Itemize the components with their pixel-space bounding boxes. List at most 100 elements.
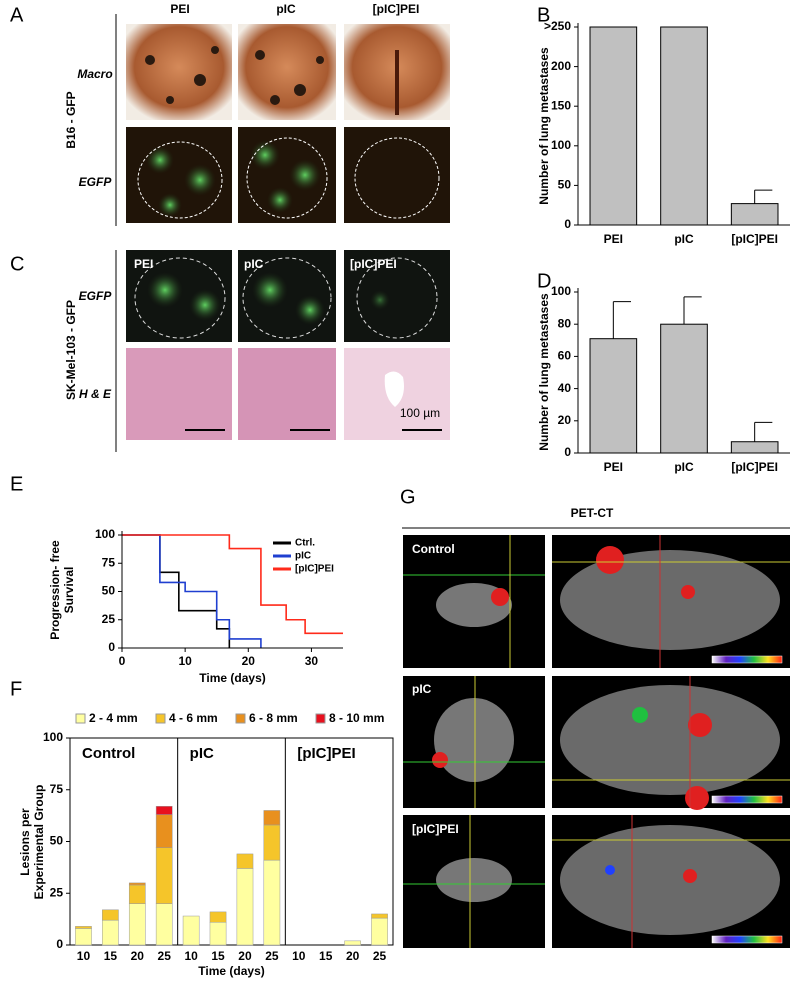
egfp-images <box>126 250 450 342</box>
x-tick-label: 15 <box>211 949 225 963</box>
y-tick-label: >250 <box>544 19 571 33</box>
x-tick-label: 25 <box>158 949 172 963</box>
y-tick-label: 200 <box>551 59 571 73</box>
x-tick-label: 0 <box>119 654 126 668</box>
row-label: EGFP <box>79 289 113 303</box>
scale-bar-label: 100 µm <box>400 406 440 420</box>
bar <box>660 323 708 454</box>
bar-segment <box>102 909 119 921</box>
bar-segment <box>236 853 254 869</box>
bar-segment <box>209 911 227 923</box>
x-tick-label: [pIC]PEI <box>731 232 778 246</box>
macro-images <box>126 24 450 120</box>
axis <box>121 531 343 649</box>
bar-segment <box>128 882 146 886</box>
pet-ct-images <box>403 535 790 948</box>
legend-label: 8 - 10 mm <box>329 711 384 725</box>
y-tick-label: 20 <box>558 413 572 427</box>
y-axis-label: Progression- free Survival <box>48 540 76 640</box>
image-label: pIC <box>412 682 432 696</box>
bar-segment <box>209 921 227 946</box>
x-tick-label: PEI <box>604 460 623 474</box>
panel-letter: G <box>400 486 416 508</box>
column-label: PEI <box>170 2 189 16</box>
panel-letter: A <box>10 4 24 26</box>
y-tick-label: 100 <box>551 138 571 152</box>
x-tick-label: 20 <box>242 654 256 668</box>
x-tick-label: 25 <box>265 949 279 963</box>
y-tick-label: 25 <box>50 885 64 899</box>
bar-segment <box>263 810 281 826</box>
legend-label: 4 - 6 mm <box>169 711 218 725</box>
image-label: Control <box>412 542 455 556</box>
bar-segment <box>182 915 200 946</box>
y-tick-label: 0 <box>564 217 571 231</box>
panel-letter: C <box>10 253 24 275</box>
x-tick-label: [pIC]PEI <box>731 460 778 474</box>
bar-segment <box>155 903 173 946</box>
y-tick-label: 75 <box>50 782 64 796</box>
section-title: PET-CT <box>571 506 614 520</box>
side-label: SK-Mel-103 - GFP <box>64 300 78 400</box>
bar-segment <box>371 917 388 946</box>
legend-label: [pIC]PEI <box>295 564 334 575</box>
image-label: [pIC]PEI <box>412 822 459 836</box>
bar <box>589 338 638 454</box>
panel-letter: E <box>10 473 23 495</box>
bar <box>730 203 779 226</box>
legend-swatch <box>235 713 246 724</box>
bar-segment <box>155 806 173 815</box>
y-tick-label: 100 <box>43 730 63 744</box>
x-tick-label: pIC <box>674 232 694 246</box>
he-images <box>126 348 450 440</box>
y-axis-label: Number of lung metastases <box>537 47 551 205</box>
x-tick-label: 10 <box>178 654 192 668</box>
x-tick-label: 20 <box>238 949 252 963</box>
x-tick-label: 25 <box>373 949 387 963</box>
x-tick-label: 10 <box>292 949 306 963</box>
legend-label: Ctrl. <box>295 538 315 549</box>
axis <box>577 288 790 454</box>
y-tick-label: 40 <box>558 381 572 395</box>
bar-segment <box>155 814 173 848</box>
y-tick-label: 75 <box>102 555 116 569</box>
survival-line <box>122 534 262 648</box>
y-tick-label: 60 <box>558 349 572 363</box>
y-axis-label: Number of lung metastases <box>537 293 551 451</box>
bar-segment <box>371 913 388 919</box>
y-tick-label: 80 <box>558 316 572 330</box>
x-tick-label: 15 <box>104 949 118 963</box>
row-label: H & E <box>79 387 112 401</box>
legend-swatch <box>155 713 166 724</box>
x-axis-label: Time (days) <box>199 671 265 685</box>
bar <box>730 441 779 454</box>
bar-segment <box>263 824 281 861</box>
legend-label: 2 - 4 mm <box>89 711 138 725</box>
x-axis-label: Time (days) <box>198 964 264 978</box>
egfp-images <box>126 127 450 223</box>
group-label: Control <box>82 745 135 762</box>
legend-swatch <box>315 713 326 724</box>
bar-segment <box>263 859 281 946</box>
y-tick-label: 0 <box>564 445 571 459</box>
image-label: [pIC]PEI <box>350 257 397 271</box>
side-label: B16 - GFP <box>64 91 78 148</box>
y-tick-label: 100 <box>95 527 115 541</box>
bar-segment <box>75 926 92 929</box>
bar-segment <box>344 940 361 946</box>
survival-line <box>122 534 343 635</box>
y-tick-label: 25 <box>102 612 116 626</box>
x-tick-label: 20 <box>131 949 145 963</box>
axis <box>577 23 790 226</box>
x-tick-label: PEI <box>604 232 623 246</box>
bar-segment <box>102 919 119 946</box>
bar-segment <box>128 903 146 946</box>
panel-letter: D <box>537 270 551 292</box>
panel-letter: F <box>10 678 22 700</box>
legend-swatch <box>75 713 86 724</box>
group-label: [pIC]PEI <box>297 745 355 762</box>
x-tick-label: 30 <box>305 654 319 668</box>
column-label: [pIC]PEI <box>373 2 420 16</box>
